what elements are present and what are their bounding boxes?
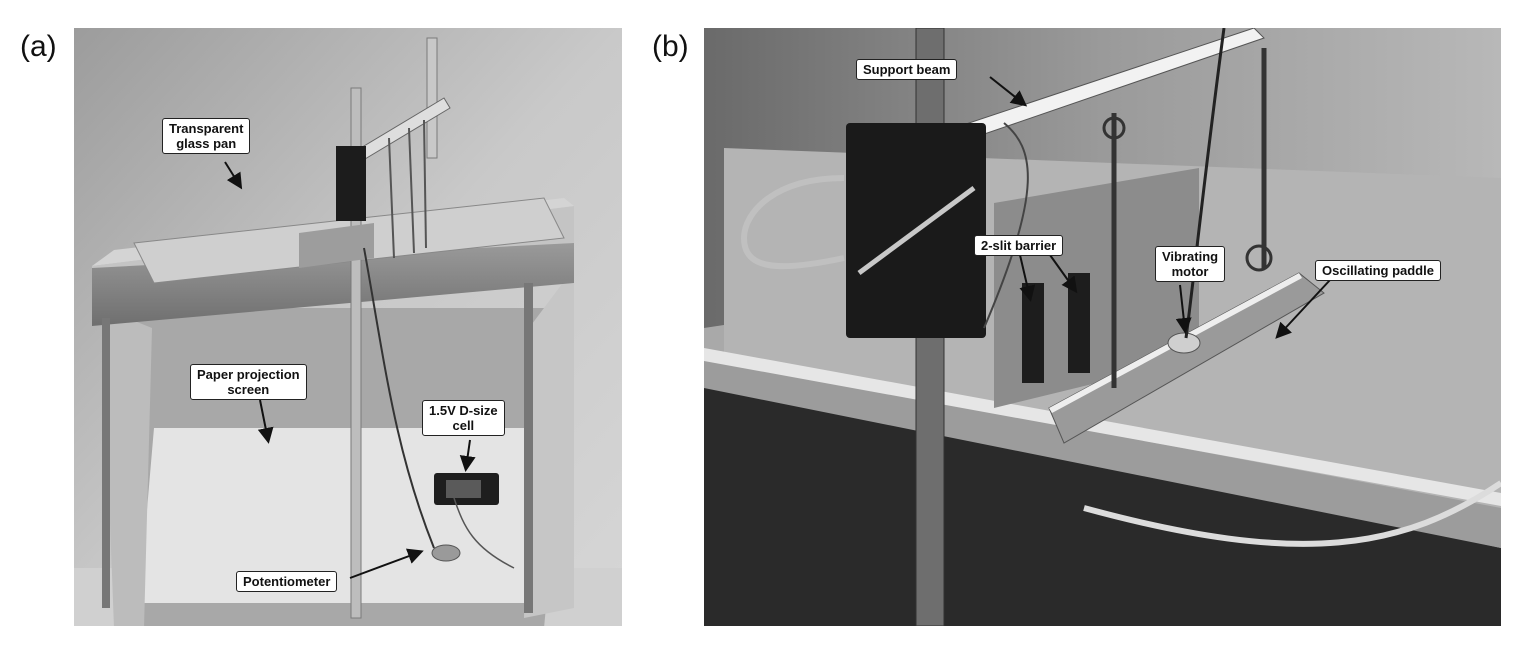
label-transparent-glass-pan: Transparent glass pan bbox=[162, 118, 251, 154]
photo-closeup-paddle-barrier bbox=[704, 28, 1501, 626]
label-2-slit-barrier: 2-slit barrier bbox=[974, 235, 1064, 256]
label-d-size-cell: 1.5V D-size cell bbox=[422, 400, 505, 436]
photo-wave-tank-apparatus bbox=[74, 28, 622, 626]
label-vibrating-motor: Vibrating motor bbox=[1155, 246, 1226, 282]
panel-a-letter: (a) bbox=[20, 30, 57, 63]
label-support-beam: Support beam bbox=[856, 59, 958, 80]
panel-b-letter: (b) bbox=[652, 30, 689, 63]
photo-a-drawing bbox=[74, 28, 622, 626]
label-potentiometer: Potentiometer bbox=[236, 571, 338, 592]
label-oscillating-paddle: Oscillating paddle bbox=[1315, 260, 1441, 281]
label-paper-projection-screen: Paper projection screen bbox=[190, 364, 307, 400]
photo-b-drawing bbox=[704, 28, 1501, 626]
